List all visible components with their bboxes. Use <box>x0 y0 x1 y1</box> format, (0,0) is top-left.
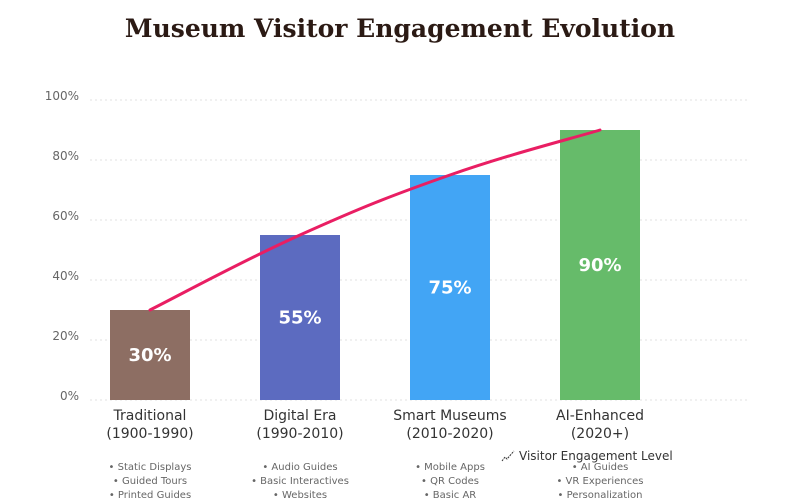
bar-value-label: 90% <box>578 255 621 276</box>
feature-item: • Basic AR <box>424 490 477 500</box>
bar-value-label: 55% <box>278 308 321 329</box>
category-period: (1990-2010) <box>256 426 343 442</box>
category-name: Traditional <box>113 408 187 424</box>
category-name: Digital Era <box>263 408 336 424</box>
legend-label: Visitor Engagement Level <box>519 449 673 463</box>
category-period: (2010-2020) <box>406 426 493 442</box>
category-name: Smart Museums <box>393 408 506 424</box>
chart-title: Museum Visitor Engagement Evolution <box>124 14 676 43</box>
bar <box>410 175 490 400</box>
feature-item: • Basic Interactives <box>251 476 349 487</box>
engagement-line <box>148 128 602 312</box>
bars <box>110 130 640 400</box>
bar <box>110 310 190 400</box>
legend: Visitor Engagement Level <box>501 449 673 463</box>
y-tick-label: 100% <box>45 89 79 103</box>
category-period: (1900-1990) <box>106 426 193 442</box>
feature-item: • VR Experiences <box>556 476 643 487</box>
y-tick-label: 40% <box>52 269 79 283</box>
y-tick-label: 80% <box>52 149 79 163</box>
y-tick-label: 0% <box>60 389 79 403</box>
bar-value-label: 30% <box>128 345 171 366</box>
feature-item: • Printed Guides <box>109 490 191 500</box>
category-name: AI-Enhanced <box>556 408 644 424</box>
bar-value-label: 75% <box>428 278 471 299</box>
category-period: (2020+) <box>571 426 629 442</box>
y-tick-label: 60% <box>52 209 79 223</box>
feature-item: • Mobile Apps <box>415 462 485 473</box>
feature-item: • Websites <box>273 490 327 500</box>
y-axis-ticks: 0% 20% 40% 60% 80% 100% <box>45 89 79 403</box>
feature-item: • AI Guides <box>572 462 629 473</box>
category-labels: Traditional (1900-1990) Digital Era (1990-2… <box>106 408 644 442</box>
feature-item: • Guided Tours <box>113 476 187 487</box>
bar <box>560 130 640 400</box>
feature-item: • Static Displays <box>109 462 192 473</box>
bar <box>260 235 340 400</box>
engagement-line-path <box>148 128 602 312</box>
feature-item: • Audio Guides <box>262 462 337 473</box>
y-tick-label: 20% <box>52 329 79 343</box>
feature-lists: • Static Displays • Guided Tours • Printed… <box>109 462 644 500</box>
feature-item: • Personalization <box>558 490 643 500</box>
bar-value-labels: 30% 55% 75% 90% <box>128 255 621 366</box>
feature-item: • QR Codes <box>421 476 479 487</box>
legend-line-icon <box>501 450 515 462</box>
